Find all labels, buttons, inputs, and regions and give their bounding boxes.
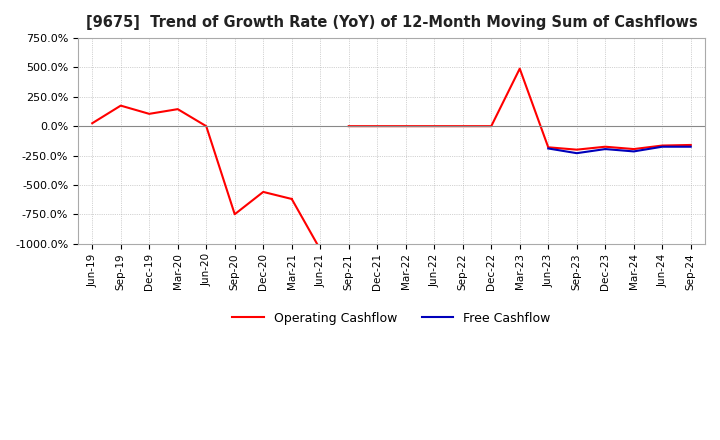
Free Cashflow <box>601 147 610 152</box>
Line: Operating Cashflow: Operating Cashflow <box>92 106 292 214</box>
Title: [9675]  Trend of Growth Rate (YoY) of 12-Month Moving Sum of Cashflows: [9675] Trend of Growth Rate (YoY) of 12-… <box>86 15 698 30</box>
Operating Cashflow <box>259 189 268 194</box>
Legend: Operating Cashflow, Free Cashflow: Operating Cashflow, Free Cashflow <box>228 307 556 330</box>
Operating Cashflow <box>117 103 125 108</box>
Free Cashflow <box>544 146 552 151</box>
Free Cashflow <box>572 150 581 156</box>
Free Cashflow <box>629 149 638 154</box>
Free Cashflow <box>686 144 695 149</box>
Operating Cashflow <box>230 212 239 217</box>
Operating Cashflow <box>287 196 296 202</box>
Operating Cashflow <box>88 121 96 126</box>
Operating Cashflow <box>202 124 210 129</box>
Operating Cashflow <box>174 106 182 112</box>
Operating Cashflow <box>145 111 153 117</box>
Free Cashflow <box>658 144 667 149</box>
Line: Free Cashflow: Free Cashflow <box>548 147 690 153</box>
